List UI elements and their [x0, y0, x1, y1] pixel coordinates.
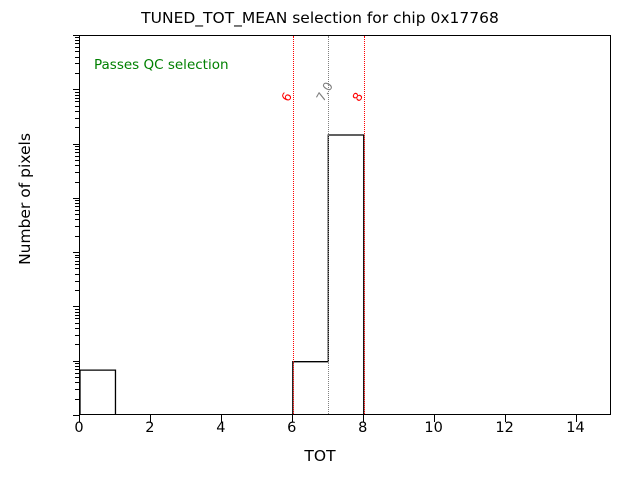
- y-tick-minor: [75, 344, 79, 346]
- x-tick-label-1: 2: [145, 420, 155, 436]
- y-tick-minor: [75, 97, 79, 99]
- y-tick-major-3: [72, 252, 79, 254]
- y-tick-major-5: [72, 143, 79, 145]
- y-tick-minor: [75, 398, 79, 400]
- y-tick-minor: [75, 200, 79, 202]
- y-tick-minor: [75, 322, 79, 324]
- y-tick-minor: [75, 377, 79, 379]
- x-tick-label-6: 12: [495, 420, 514, 436]
- y-tick-minor: [75, 171, 79, 173]
- marker-line-lower-selection-cut: [292, 36, 294, 414]
- y-tick-minor: [75, 110, 79, 112]
- x-tick-major-2: [220, 415, 222, 422]
- marker-line-upper-selection-cut: [363, 36, 365, 414]
- y-tick-major-6: [72, 89, 79, 91]
- y-tick-minor: [75, 369, 79, 371]
- page-title: TUNED_TOT_MEAN selection for chip 0x1776…: [141, 9, 499, 27]
- y-tick-minor: [75, 273, 79, 275]
- x-tick-major-0: [79, 415, 80, 422]
- y-tick-minor: [75, 314, 79, 316]
- x-tick-major-4: [362, 415, 364, 422]
- y-tick-minor: [75, 51, 79, 53]
- y-tick-minor: [75, 47, 79, 49]
- y-tick-minor: [75, 257, 79, 259]
- x-tick-label-5: 10: [424, 420, 443, 436]
- x-tick-major-3: [291, 415, 293, 422]
- y-tick-minor: [75, 318, 79, 320]
- y-tick-major-7: [72, 35, 79, 36]
- y-tick-minor: [75, 363, 79, 365]
- y-tick-minor: [75, 214, 79, 216]
- y-tick-minor: [75, 382, 79, 384]
- x-tick-major-5: [433, 415, 435, 422]
- y-tick-minor: [75, 389, 79, 391]
- y-tick-minor: [75, 72, 79, 74]
- histogram-step-curve: [80, 134, 365, 414]
- y-tick-minor: [75, 260, 79, 262]
- y-tick-minor: [75, 226, 79, 228]
- y-tick-minor: [75, 159, 79, 161]
- y-tick-minor: [75, 203, 79, 205]
- y-tick-minor: [75, 206, 79, 208]
- y-tick-minor: [75, 264, 79, 266]
- y-tick-minor: [75, 155, 79, 157]
- y-tick-minor: [75, 127, 79, 129]
- y-axis-label: Number of pixels: [16, 133, 34, 265]
- x-axis-label: TOT: [304, 447, 336, 465]
- x-tick-label-7: 14: [566, 420, 585, 436]
- y-tick-major-1: [72, 360, 79, 362]
- y-tick-minor: [75, 101, 79, 103]
- y-tick-minor: [75, 40, 79, 42]
- x-tick-major-7: [575, 415, 577, 422]
- y-tick-minor: [75, 372, 79, 374]
- y-tick-minor: [75, 328, 79, 330]
- y-tick-minor: [75, 235, 79, 237]
- x-tick-label-3: 6: [287, 420, 297, 436]
- y-tick-minor: [75, 117, 79, 119]
- y-tick-minor: [75, 334, 79, 336]
- y-tick-minor: [75, 219, 79, 221]
- y-tick-minor: [75, 268, 79, 270]
- y-tick-major-0: [72, 415, 79, 416]
- y-tick-minor: [75, 151, 79, 153]
- y-tick-minor: [75, 290, 79, 292]
- x-tick-label-0: 0: [74, 420, 84, 436]
- y-tick-minor: [75, 146, 79, 148]
- y-tick-minor: [75, 365, 79, 367]
- y-tick-minor: [75, 37, 79, 39]
- y-tick-minor: [75, 181, 79, 183]
- x-tick-major-1: [149, 415, 151, 422]
- y-tick-minor: [75, 280, 79, 282]
- y-tick-minor: [75, 43, 79, 45]
- y-tick-major-4: [72, 197, 79, 199]
- qc-status-annotation: Passes QC selection: [94, 57, 229, 73]
- y-tick-major-2: [72, 306, 79, 308]
- y-tick-minor: [75, 63, 79, 65]
- y-tick-minor: [75, 94, 79, 96]
- y-tick-minor: [75, 56, 79, 58]
- x-tick-label-2: 4: [216, 420, 226, 436]
- x-tick-label-4: 8: [358, 420, 368, 436]
- y-tick-minor: [75, 209, 79, 211]
- marker-line-mean-line: [328, 36, 330, 414]
- y-tick-minor: [75, 148, 79, 150]
- y-tick-minor: [75, 308, 79, 310]
- y-tick-minor: [75, 254, 79, 256]
- y-tick-minor: [75, 165, 79, 167]
- x-tick-major-6: [504, 415, 506, 422]
- y-tick-minor: [75, 311, 79, 313]
- y-tick-minor: [75, 91, 79, 93]
- plot-area: 6 7.0 8 Passes QC selection: [79, 35, 611, 415]
- y-tick-minor: [75, 105, 79, 107]
